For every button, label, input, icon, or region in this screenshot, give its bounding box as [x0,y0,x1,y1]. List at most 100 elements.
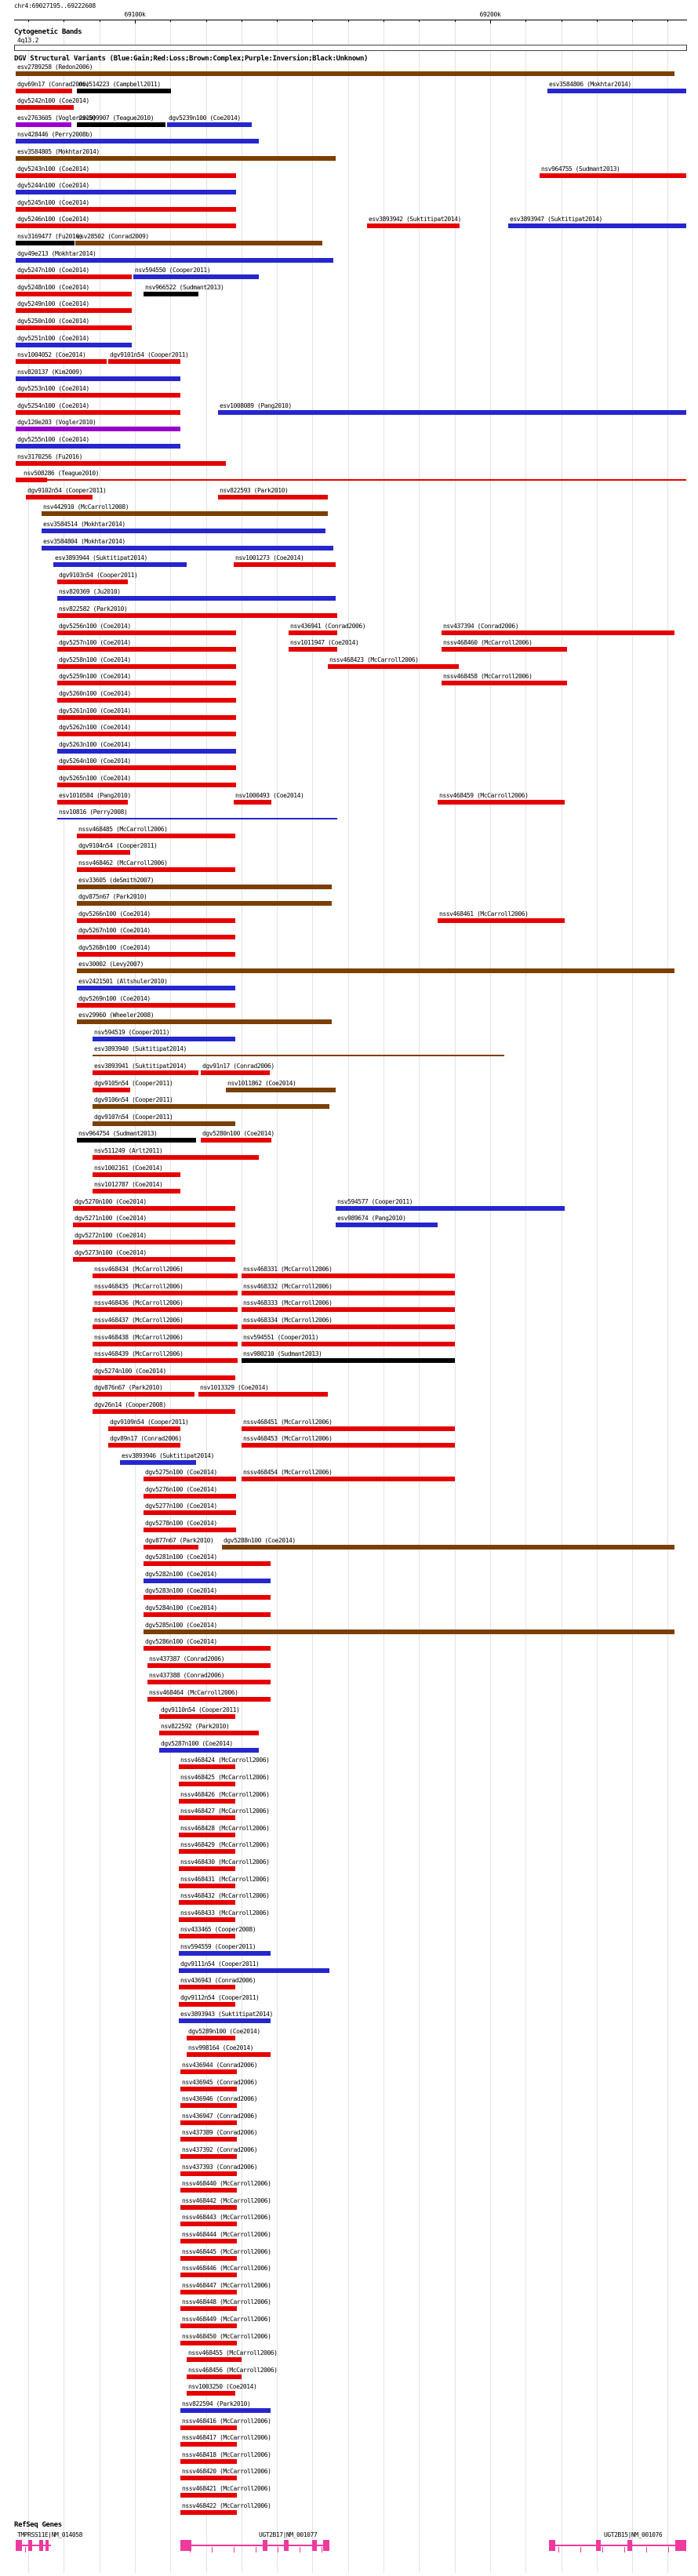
variant-bar-complex[interactable] [77,968,674,974]
variant-label[interactable]: nssv468430 (McCarroll2006) [180,1858,270,1866]
variant-bar-gain[interactable] [53,562,187,568]
variant-label[interactable]: nssv468428 (McCarroll2006) [180,1824,270,1832]
variant-bar-loss[interactable] [179,1764,235,1770]
variant-label[interactable]: nsv10816 (Perry2008) [59,808,128,816]
variant-bar-gain[interactable] [16,444,180,449]
variant-label[interactable]: nsv508286 (Teague2010) [24,470,100,478]
variant-label[interactable]: dgv5280n100 (Coe2014) [202,1130,274,1138]
variant-label[interactable]: nsv822582 (Park2010) [59,605,128,612]
gene-label[interactable]: TMPRSS11E|NM_014058 [17,2531,82,2539]
variant-bar-unknown[interactable] [16,240,75,245]
variant-label[interactable]: nssv468331 (McCarroll2006) [243,1266,333,1273]
gene-label[interactable]: UGT2B17|NM_001077 [259,2531,318,2539]
variant-label[interactable]: dgv5274n100 (Coe2014) [94,1367,166,1375]
variant-label[interactable]: esv3584805 (Mokhtar2014) [17,147,100,155]
variant-bar-loss[interactable] [540,173,686,178]
variant-bar-loss[interactable] [144,1510,236,1516]
variant-label[interactable]: nsv1011862 (Coe2014) [227,1079,296,1087]
variant-label[interactable]: dgv5250n100 (Coe2014) [17,317,89,325]
variant-bar-gain[interactable] [159,1747,259,1753]
variant-bar-loss[interactable] [147,1680,271,1685]
variant-label[interactable]: nssv468426 (McCarroll2006) [180,1790,270,1798]
variant-label[interactable]: nssv468332 (McCarroll2006) [243,1282,333,1290]
variant-label[interactable]: dgv5255n100 (Coe2014) [17,436,89,444]
variant-label[interactable]: dgv877n67 (Park2010) [145,1536,214,1544]
variant-bar-loss[interactable] [442,647,567,652]
variant-label[interactable]: dgv5244n100 (Coe2014) [17,182,89,190]
variant-label[interactable]: esv989674 (Pang2010) [337,1215,406,1223]
variant-bar-loss[interactable] [179,1985,235,1990]
variant-label[interactable]: dgv5260n100 (Coe2014) [59,689,131,697]
gene-label[interactable]: UGT2B15|NM_001076 [604,2531,663,2539]
variant-label[interactable]: nssv468448 (McCarroll2006) [182,2298,271,2306]
variant-label[interactable]: nsv437392 (Conrad2006) [182,2146,258,2154]
variant-bar-loss[interactable] [57,697,236,703]
variant-bar-gain[interactable] [547,88,686,93]
variant-label[interactable]: nsv436941 (Conrad2006) [290,622,366,630]
variant-bar-loss[interactable] [16,291,132,296]
variant-bar-inversion[interactable] [16,122,71,127]
variant-bar-gain[interactable] [16,190,236,195]
variant-label[interactable]: dgv9104n54 (Cooper2011) [78,842,158,850]
variant-bar-loss[interactable] [144,1528,236,1533]
variant-bar-gain[interactable] [218,409,686,415]
variant-label[interactable]: nsv822592 (Park2010) [161,1723,230,1731]
variant-label[interactable]: dgv5268n100 (Coe2014) [78,943,151,951]
variant-label[interactable]: nsv3169477 (Fu2016) [17,232,82,240]
variant-bar-loss[interactable] [234,799,271,805]
variant-bar-gain[interactable] [180,2407,271,2413]
gene-glyph-line[interactable] [180,2545,329,2547]
variant-label[interactable]: nssv468438 (McCarroll2006) [94,1333,184,1341]
variant-label[interactable]: dgv9103n54 (Cooper2011) [59,571,138,579]
variant-label[interactable]: esv2789258 (Redon2006) [17,64,93,71]
variant-label[interactable]: nssv468436 (McCarroll2006) [94,1299,184,1307]
variant-label[interactable]: esv3584806 (Mokhtar2014) [549,80,631,88]
variant-label[interactable]: nssv468451 (McCarroll2006) [243,1418,333,1426]
variant-label[interactable]: esv1010584 (Pang2010) [59,791,131,799]
variant-bar-loss[interactable] [144,1477,236,1482]
variant-bar-unknown[interactable] [242,1358,455,1364]
variant-label[interactable]: dgv5267n100 (Coe2014) [78,927,151,935]
variant-label[interactable]: nsv594550 (Cooper2011) [135,267,211,274]
variant-bar-loss[interactable] [93,1189,180,1194]
variant-label[interactable]: nssv468442 (McCarroll2006) [182,2196,271,2204]
variant-bar-loss[interactable] [57,663,236,669]
variant-label[interactable]: nsv1004052 (Coe2014) [17,351,86,359]
variant-label[interactable]: nssv468460 (McCarroll2006) [443,639,533,647]
variant-bar-loss[interactable] [201,1070,270,1076]
variant-bar-loss[interactable] [108,359,180,365]
variant-label[interactable]: nsv594551 (Cooper2011) [243,1333,319,1341]
variant-bar-loss[interactable] [442,681,567,686]
variant-label[interactable]: nssv468432 (McCarroll2006) [180,1892,270,1900]
variant-label[interactable]: nssv468461 (McCarroll2006) [439,910,529,917]
variant-label[interactable]: dgv26n14 (Cooper2008) [94,1401,166,1408]
variant-label[interactable]: nssv468434 (McCarroll2006) [94,1266,184,1273]
variant-bar-loss[interactable] [198,1392,328,1397]
variant-bar-loss[interactable] [26,494,93,500]
variant-bar-loss[interactable] [93,1070,198,1076]
variant-bar-loss[interactable] [57,647,236,652]
variant-label[interactable]: nssv468418 (McCarroll2006) [182,2451,271,2458]
variant-bar-loss[interactable] [180,2222,237,2227]
variant-bar-loss[interactable] [179,1917,235,1922]
variant-bar-loss[interactable] [242,1324,455,1329]
variant-label[interactable]: dgv5285n100 (Coe2014) [145,1621,217,1629]
variant-label[interactable]: dgv9106n54 (Cooper2011) [94,1096,173,1104]
variant-label[interactable]: dgv9107n54 (Cooper2011) [94,1113,173,1121]
variant-label[interactable]: nssv468416 (McCarroll2006) [182,2417,271,2425]
variant-bar-loss[interactable] [180,2086,237,2091]
variant-bar-loss[interactable] [179,1798,235,1804]
variant-bar-complex[interactable] [75,240,322,245]
variant-bar-gain[interactable] [336,1205,565,1211]
variant-label[interactable]: nsv437393 (Conrad2006) [182,2163,258,2171]
variant-bar-loss[interactable] [180,2425,237,2430]
variant-label[interactable]: dgv5270n100 (Coe2014) [75,1197,147,1205]
variant-label[interactable]: nssv468333 (McCarroll2006) [243,1299,333,1307]
variant-bar-loss[interactable] [73,1256,235,1262]
variant-label[interactable]: nssv468429 (McCarroll2006) [180,1841,270,1849]
variant-bar-loss[interactable] [179,1849,235,1855]
variant-bar-loss[interactable] [180,2120,237,2125]
variant-label[interactable]: nssv468423 (McCarroll2006) [329,656,419,663]
variant-bar-loss[interactable] [242,1426,455,1431]
variant-label[interactable]: nssv468425 (McCarroll2006) [180,1773,270,1781]
